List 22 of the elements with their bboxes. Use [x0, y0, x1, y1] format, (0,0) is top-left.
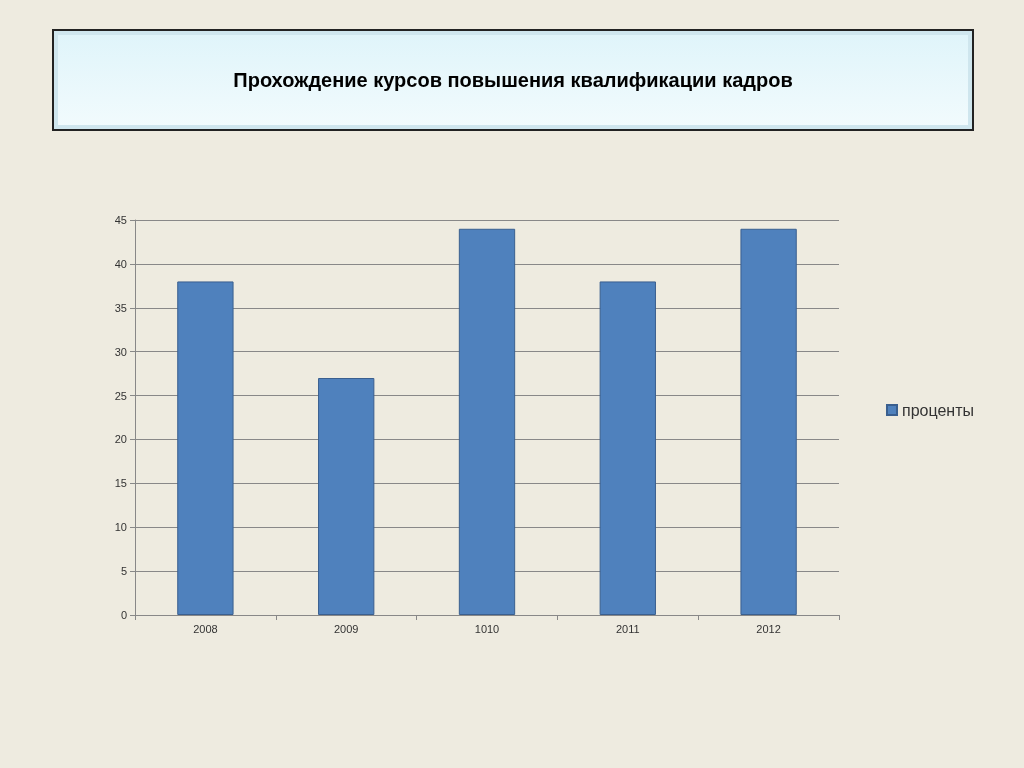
y-tick-label: 40	[114, 257, 127, 270]
y-tick-label: 15	[114, 477, 127, 490]
x-tick-label: 2008	[193, 622, 218, 635]
x-tick-label: 2012	[756, 622, 781, 635]
x-tick-label: 1010	[474, 622, 500, 635]
bar	[177, 281, 234, 615]
bar	[318, 378, 375, 615]
bar	[458, 228, 516, 615]
y-tick-label: 0	[120, 609, 127, 621]
y-tick-label: 35	[114, 301, 127, 314]
y-tick-label: 30	[114, 345, 127, 358]
y-tick-label: 20	[114, 433, 127, 446]
y-tick-label: 10	[114, 521, 127, 534]
legend-label: проценты	[901, 401, 975, 419]
chart-title: Прохождение курсов повышения квалификации кадров	[233, 68, 793, 92]
bar	[599, 281, 656, 615]
x-tick-label: 2011	[615, 622, 640, 635]
bar	[740, 228, 797, 615]
x-tick-label: 2009	[333, 622, 359, 635]
y-tick-label: 25	[114, 389, 127, 402]
y-tick-label: 5	[120, 565, 127, 578]
y-tick-label: 45	[114, 214, 127, 226]
